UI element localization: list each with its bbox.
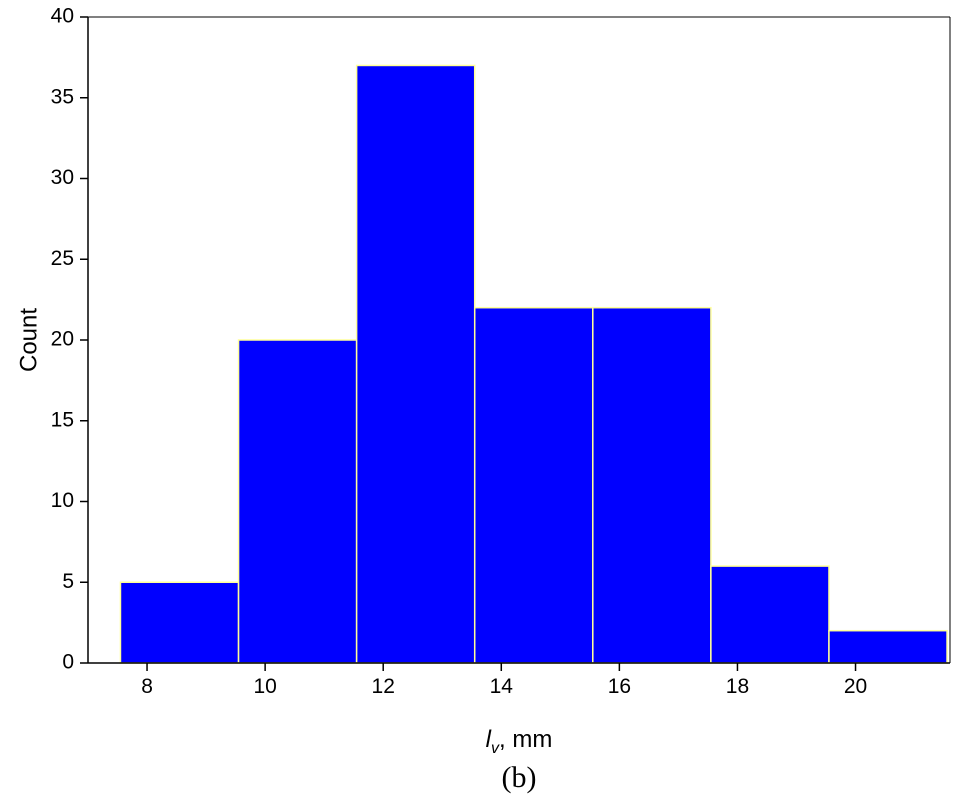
bar <box>592 306 712 664</box>
x-tick-label: 18 <box>726 675 749 698</box>
y-tick-label: 20 <box>51 328 74 351</box>
y-tick-label: 0 <box>62 651 74 674</box>
y-axis-title: Count <box>15 308 42 372</box>
bar <box>119 581 240 664</box>
x-tick-label: 14 <box>490 675 514 698</box>
y-tick-label: 15 <box>51 408 74 431</box>
bar <box>473 306 594 664</box>
x-axis-subscript: v <box>491 740 500 757</box>
x-axis-unit: , mm <box>499 726 552 753</box>
bar <box>710 565 830 664</box>
x-tick-label: 8 <box>141 675 153 698</box>
y-tick-label: 10 <box>51 489 74 512</box>
x-tick-label: 16 <box>608 675 631 698</box>
y-tick-label: 5 <box>62 570 74 593</box>
x-axis-title: lv, mm <box>486 726 553 757</box>
bar <box>237 339 358 664</box>
y-tick-label: 25 <box>51 247 74 270</box>
x-tick-label: 10 <box>253 675 276 698</box>
y-tick-label: 40 <box>51 5 74 28</box>
y-tick-label: 30 <box>51 166 74 189</box>
y-tick-label: 35 <box>51 85 74 108</box>
x-axis-symbol: l <box>486 726 492 753</box>
x-tick-label: 12 <box>372 675 395 698</box>
caption: (b) <box>502 761 537 794</box>
bar <box>355 64 476 664</box>
bar <box>828 629 948 664</box>
x-tick-label: 20 <box>844 675 867 698</box>
